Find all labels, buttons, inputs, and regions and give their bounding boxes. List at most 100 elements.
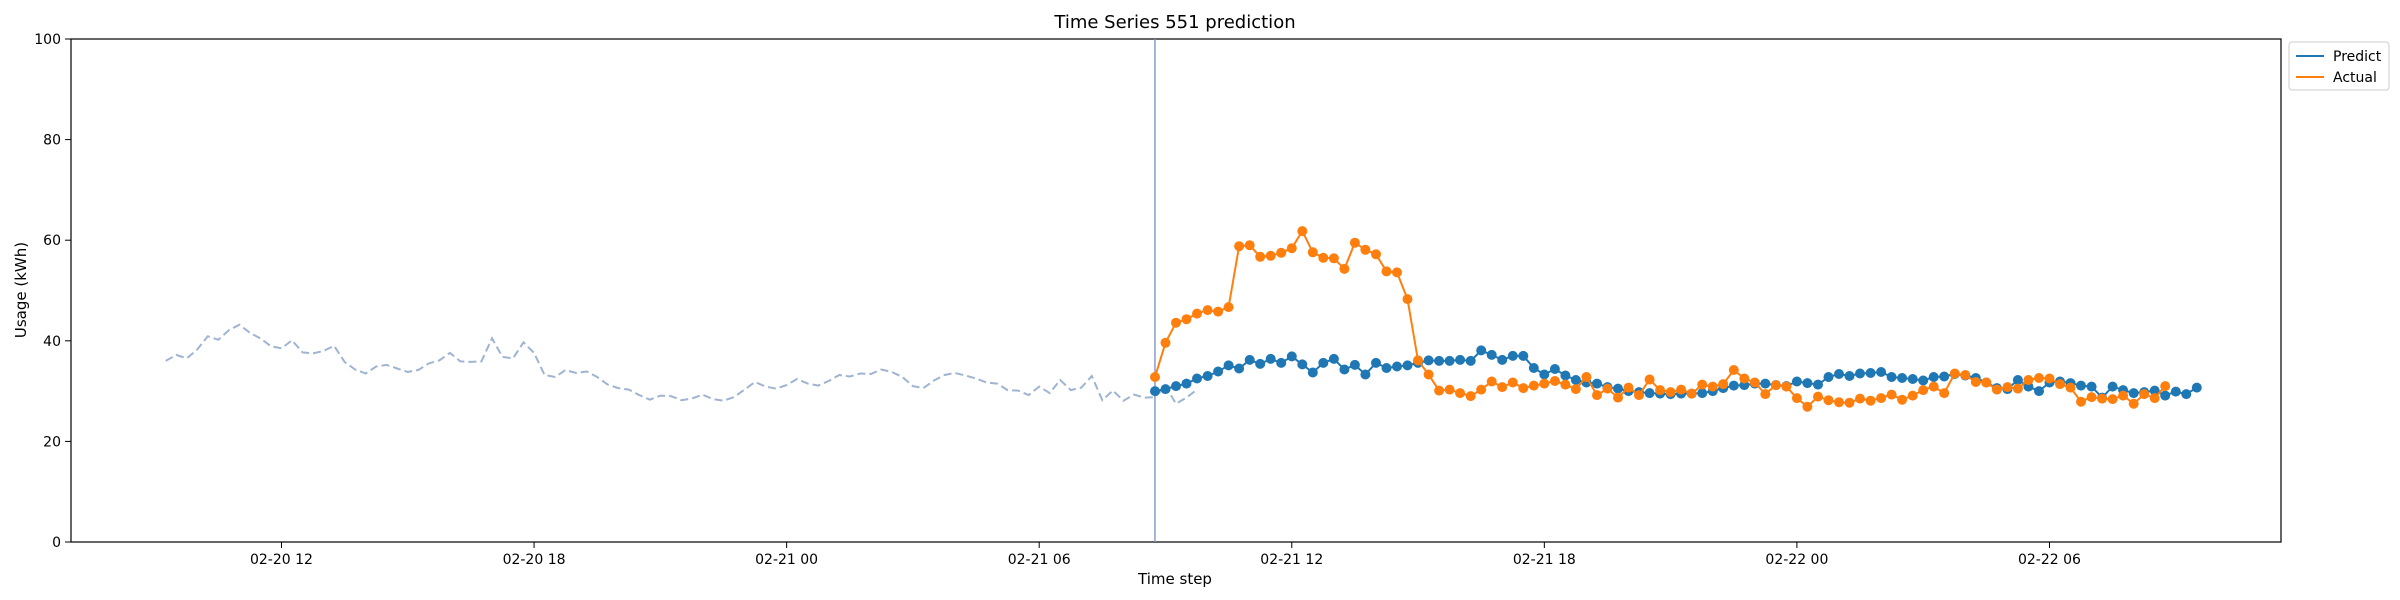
predict-point [2128,388,2139,399]
predict-point [1255,358,1266,369]
y-tick-label: 100 [34,32,61,48]
predict-point [1518,350,1529,361]
actual-point [2139,389,2150,400]
actual-point [2023,375,2034,385]
actual-point [2097,393,2108,404]
actual-point [1928,381,1939,392]
actual-point [1476,384,1487,395]
predict-point [1234,363,1245,374]
actual-point [2149,393,2160,404]
predict-point [1560,370,1571,381]
predict-point [1223,360,1234,371]
actual-point [1644,374,1655,385]
predict-point [1465,355,1476,366]
series-actual [1150,226,2171,412]
chart-title: Time Series 551 prediction [1053,12,1295,33]
predict-point [1265,353,1276,364]
actual-point [1297,226,1308,237]
actual-point [1549,376,1560,386]
predict-point [1360,369,1371,380]
series-predict [1150,345,2202,403]
y-tick-label: 80 [43,133,61,149]
actual-point [1444,384,1455,395]
predict-point [2181,389,2192,400]
history-line [165,323,1198,406]
y-axis-label: Usage (kWh) [12,242,30,338]
predict-point [1318,357,1329,368]
predict-point [1202,371,1213,381]
x-tick-label: 02-21 18 [1513,552,1576,568]
actual-point [2086,392,2097,403]
actual-point [1497,382,1508,393]
predict-point [2107,381,2118,392]
actual-point [1834,397,1844,408]
actual-point [1244,240,1255,251]
actual-point [2055,379,2065,390]
actual-point [1665,387,1676,398]
actual-point [1949,368,1960,379]
actual-point [1171,317,1181,328]
actual-point [1802,401,1813,412]
predict-point [1423,355,1434,366]
predict-point [1697,388,1708,399]
y-tick-label: 20 [43,434,61,450]
actual-point [1234,241,1245,252]
predict-point [2034,386,2044,397]
predict-point [1349,359,1360,370]
actual-point [1686,388,1697,399]
actual-point [2128,398,2139,409]
actual-point [2002,382,2013,393]
actual-point [1339,263,1350,274]
plot-frame [70,38,2282,543]
actual-point [2160,381,2171,392]
actual-point [1181,314,1192,325]
x-tick-label: 02-20 12 [250,552,313,568]
predict-point [1791,376,1802,387]
x-tick-label: 02-21 12 [1260,552,1323,568]
predict-point [1455,354,1466,365]
actual-point [1981,377,1992,388]
actual-point [1991,384,2002,395]
actual-point [1886,389,1897,400]
predict-point [1886,372,1897,382]
actual-point [1276,247,1287,258]
predict-point [1392,361,1402,372]
predict-point [1244,354,1255,365]
predict-point [1339,364,1350,375]
predict-point [1371,357,1381,368]
predict-point [2012,375,2023,385]
predict-point [1402,360,1413,371]
y-tick-label: 60 [43,233,61,249]
actual-point [1770,380,1781,391]
actual-point [1676,384,1687,395]
actual-point [1539,378,1550,389]
predict-point [1728,380,1739,391]
predict-point [1507,350,1518,361]
predict-point [1444,355,1455,366]
actual-point [1392,267,1402,278]
actual-point [1202,305,1213,316]
x-tick-label: 02-20 18 [503,552,566,568]
actual-point [1528,380,1539,391]
actual-point [1602,383,1613,394]
x-axis-label: Time step [1137,570,1212,588]
actual-point [2034,373,2044,383]
y-axis: 0 20 40 60 80 100 [34,32,71,551]
actual-point [1318,252,1329,263]
actual-point [1939,388,1950,399]
predict-point [1813,379,1823,390]
predict-point [1171,381,1181,392]
actual-point [1844,397,1855,408]
actual-point [1434,385,1445,396]
plot-area [70,38,2282,543]
y-tick-label: 0 [52,535,61,551]
x-tick-label: 02-21 00 [755,552,818,568]
predict-point [1907,374,1918,384]
predict-point [1381,363,1392,373]
predict-point [1486,349,1497,360]
predict-point [1150,386,1160,397]
predict-point [1823,372,1834,382]
predict-point [1181,378,1192,389]
actual-point [1960,370,1971,380]
